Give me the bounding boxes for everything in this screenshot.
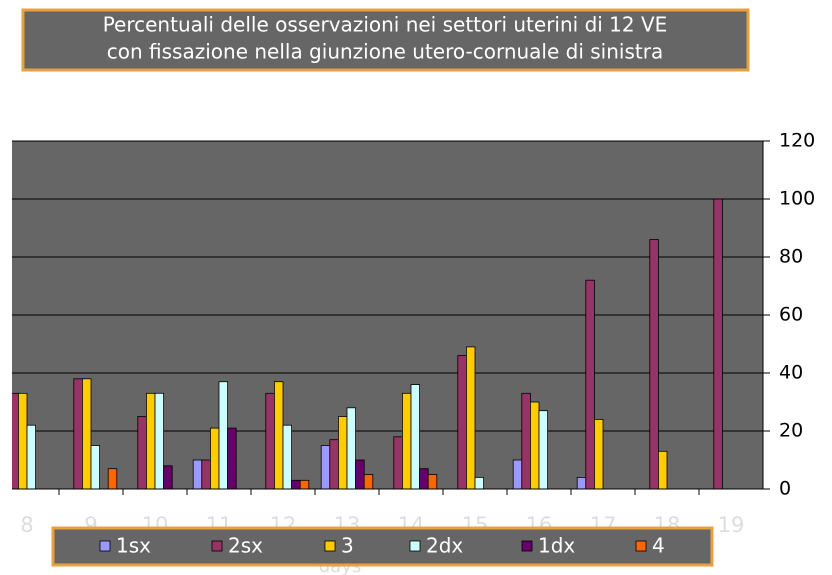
bar: [337, 416, 348, 490]
bar: [427, 474, 438, 490]
bar: [401, 392, 412, 490]
bar: [530, 401, 540, 490]
bar: [363, 474, 374, 490]
legend-swatch: [211, 540, 223, 552]
bar: [658, 450, 668, 490]
legend-swatch: [324, 540, 336, 552]
bar: [329, 439, 339, 490]
bar: [265, 392, 275, 490]
y-tick-label: 0: [779, 478, 791, 500]
bar: [512, 459, 523, 490]
x-tick-label: 8: [20, 513, 33, 537]
bar: [538, 410, 549, 490]
bar: [82, 378, 92, 490]
bar: [145, 392, 156, 490]
bar: [107, 468, 118, 490]
bar: [192, 459, 203, 490]
bar: [393, 436, 403, 490]
title-box: [21, 8, 750, 72]
bar: [201, 459, 211, 490]
y-tick-label: 20: [779, 420, 803, 442]
bar: [73, 378, 83, 490]
bar: [26, 424, 37, 490]
legend-swatch: [409, 540, 421, 552]
bar: [209, 427, 220, 490]
bar: [12, 392, 19, 490]
chart-title: Percentuali delle osservazioni nei setto…: [103, 13, 668, 37]
legend-label: 2dx: [426, 534, 463, 558]
bar: [594, 418, 604, 490]
bar: [218, 381, 229, 490]
y-tick-label: 100: [779, 188, 815, 210]
legend-box: [51, 526, 714, 567]
bar: [90, 445, 101, 490]
bar: [465, 346, 476, 490]
chart-title: con fissazione nella giunzione utero-cor…: [107, 40, 663, 64]
bar: [137, 416, 147, 490]
bar: [163, 465, 173, 490]
y-tick-label: 120: [779, 130, 815, 152]
legend-swatch: [521, 540, 533, 552]
bar: [227, 427, 237, 490]
bar: [474, 476, 485, 490]
bar: [576, 476, 587, 490]
bar: [154, 392, 165, 490]
bar: [320, 445, 331, 490]
bar: [410, 384, 421, 490]
bar: [585, 279, 595, 490]
y-tick-label: 80: [779, 246, 803, 268]
x-tick-label: 19: [718, 513, 745, 537]
y-tick-label: 40: [779, 362, 803, 384]
legend-label: 1sx: [116, 534, 151, 558]
legend-label: 3: [341, 534, 354, 558]
bar: [282, 424, 293, 490]
y-tick-label: 60: [779, 304, 803, 326]
bar: [355, 459, 365, 490]
bar: [457, 355, 467, 490]
bar: [649, 239, 659, 490]
bar: [299, 479, 310, 490]
bar: [273, 381, 284, 490]
bar: [521, 392, 531, 490]
bar: [17, 392, 28, 490]
bar: [346, 407, 357, 490]
plot: [12, 140, 763, 490]
legend-label: 1dx: [538, 534, 575, 558]
legend-swatch: [99, 540, 111, 552]
bar: [291, 479, 301, 490]
legend-label: 4: [652, 534, 665, 558]
bar: [419, 468, 429, 490]
bar: [713, 198, 723, 490]
legend-label: 2sx: [228, 534, 263, 558]
legend-swatch: [635, 540, 647, 552]
